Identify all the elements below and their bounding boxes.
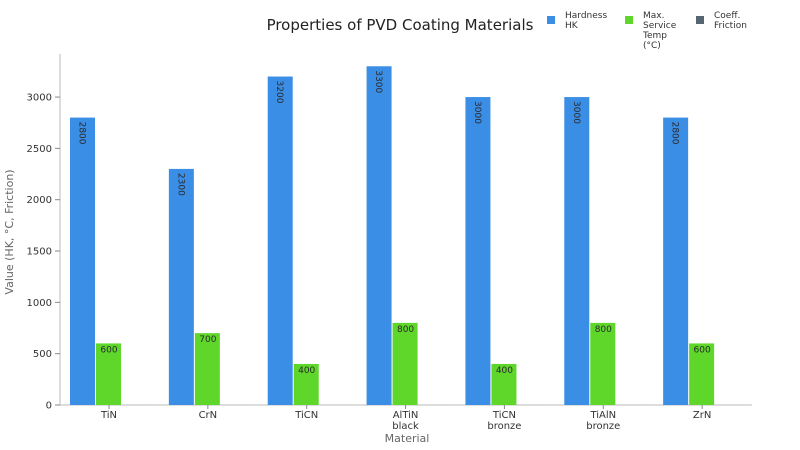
bar xyxy=(168,168,194,405)
bar-value-label: 700 xyxy=(199,335,216,345)
legend-label: Temp xyxy=(642,31,667,41)
bar-value-label: 3000 xyxy=(571,101,581,124)
legend-swatch xyxy=(696,16,704,24)
y-tick-label: 2500 xyxy=(27,144,52,155)
bar xyxy=(70,117,95,406)
x-tick-label: TiCN xyxy=(492,410,516,421)
bar-value-label: 2300 xyxy=(175,173,185,196)
bar xyxy=(663,117,689,406)
legend-swatch xyxy=(625,16,633,24)
bar-value-label: 600 xyxy=(694,345,711,355)
y-tick-label: 3000 xyxy=(27,93,52,104)
y-tick-label: 500 xyxy=(33,349,52,360)
x-axis-title: Material xyxy=(385,432,430,445)
bar xyxy=(590,322,616,405)
legend-swatch xyxy=(547,16,555,24)
bar xyxy=(564,97,590,405)
y-tick-label: 2000 xyxy=(27,195,52,206)
bar xyxy=(96,343,121,405)
y-tick-label: 1000 xyxy=(27,298,52,309)
bar xyxy=(366,66,392,405)
x-tick-label: ZrN xyxy=(693,410,711,421)
x-tick-label: TiN xyxy=(100,410,117,421)
legend-label: Max. xyxy=(643,11,664,21)
x-tick-label: black xyxy=(392,421,419,432)
bar-value-label: 2800 xyxy=(77,122,87,145)
x-tick-label: TiCN xyxy=(294,410,318,421)
y-tick-label: 1500 xyxy=(27,247,52,258)
x-tick-label: bronze xyxy=(586,421,620,432)
x-tick-label: AlTiN xyxy=(393,410,419,421)
legend-label: Friction xyxy=(714,21,747,31)
bar xyxy=(392,322,418,405)
bar-value-label: 3000 xyxy=(472,101,482,124)
bar xyxy=(194,333,220,405)
bar-value-label: 3300 xyxy=(373,70,383,93)
bar-value-label: 600 xyxy=(100,345,117,355)
bar-value-label: 800 xyxy=(595,325,612,335)
bar-value-label: 3200 xyxy=(274,81,284,104)
bar xyxy=(293,363,319,405)
bar xyxy=(491,363,517,405)
y-tick-label: 0 xyxy=(46,401,52,412)
bar xyxy=(689,343,715,405)
legend-label: Service xyxy=(643,21,677,31)
legend-label: (°C) xyxy=(643,41,661,51)
x-tick-label: CrN xyxy=(199,410,218,421)
plot-area: 0 500 1000 1500 2000 2500 3000 2800 600 TiN 2300 70… xyxy=(27,54,752,432)
bar xyxy=(267,76,293,405)
bar-value-label: 800 xyxy=(397,325,414,335)
legend-label: HK xyxy=(565,21,579,31)
chart-title: Properties of PVD Coating Materials xyxy=(267,16,534,34)
y-axis-title: Value (HK, °C, Friction) xyxy=(3,169,16,294)
bar xyxy=(465,97,491,405)
x-tick-label: bronze xyxy=(487,421,521,432)
bar-value-label: 400 xyxy=(496,366,513,376)
bar-value-label: 2800 xyxy=(670,122,680,145)
x-tick-label: TiAlN xyxy=(589,410,616,421)
bar-value-label: 400 xyxy=(298,366,315,376)
legend-label: Hardness xyxy=(565,11,607,21)
legend-label: Coeff. xyxy=(714,11,740,21)
